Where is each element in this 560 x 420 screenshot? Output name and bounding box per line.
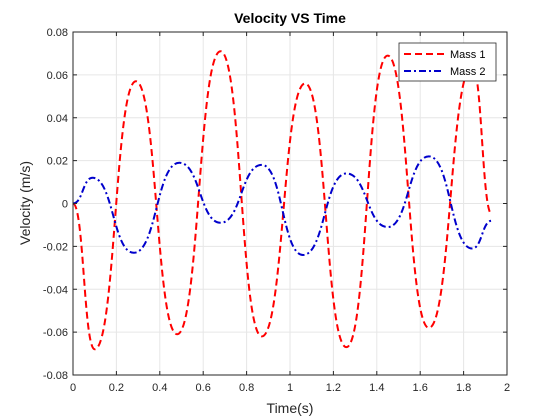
x-tick-label: 1.8 (456, 382, 471, 394)
legend-box (398, 42, 497, 82)
x-tick-label: 0.2 (109, 382, 124, 394)
chart-title: Velocity VS Time (234, 10, 346, 26)
tick-marks (72, 31, 508, 376)
x-tick-label: 2 (504, 382, 510, 394)
x-axis-label: Time(s) (267, 400, 314, 416)
series-line-mass-1 (72, 50, 493, 351)
x-tick-label: 0.4 (152, 382, 167, 394)
y-tick-label: -0.04 (43, 284, 68, 296)
y-tick-label: -0.08 (43, 370, 68, 382)
legend: Mass 1 Mass 2 (398, 42, 497, 82)
y-tick-label: 0 (62, 199, 68, 211)
y-tick-label: -0.02 (43, 241, 68, 253)
series-line-mass-2 (72, 155, 493, 256)
y-axis-label: Velocity (m/s) (17, 161, 33, 245)
y-tick-label: 0.04 (47, 113, 68, 125)
y-tick-label: 0.02 (47, 156, 68, 168)
x-tick-label: 1.6 (413, 382, 428, 394)
y-tick-label: 0.06 (47, 70, 68, 82)
x-tick-label: 1.4 (369, 382, 384, 394)
legend-label-mass-1: Mass 1 (450, 49, 485, 61)
tick-labels: 0 0.2 0.4 0.6 0.8 1 1.2 1.4 1.6 1.8 2 -0.08 -0.06 -0.… (43, 27, 510, 394)
legend-label-mass-2: Mass 2 (450, 66, 485, 78)
x-tick-label: 1 (287, 382, 293, 394)
series-layer (72, 50, 493, 351)
x-tick-label: 0.6 (196, 382, 211, 394)
y-tick-label: 0.08 (47, 27, 68, 39)
y-tick-label: -0.06 (43, 327, 68, 339)
x-tick-label: 0 (70, 382, 76, 394)
x-tick-label: 0.8 (239, 382, 254, 394)
x-tick-label: 1.2 (326, 382, 341, 394)
